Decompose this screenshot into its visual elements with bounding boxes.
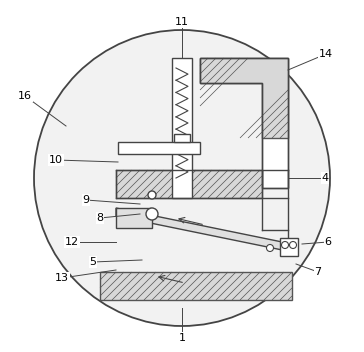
Text: 12: 12 — [65, 237, 79, 247]
Circle shape — [266, 245, 273, 251]
Text: 11: 11 — [175, 17, 189, 27]
Bar — [116, 170, 262, 198]
Circle shape — [281, 241, 289, 249]
Polygon shape — [116, 208, 292, 252]
Circle shape — [146, 208, 158, 220]
Text: 1: 1 — [178, 333, 186, 343]
Text: 16: 16 — [18, 91, 32, 101]
Circle shape — [148, 191, 156, 199]
Text: 9: 9 — [82, 195, 90, 205]
Bar — [174, 134, 190, 142]
Bar — [118, 142, 200, 154]
Text: 8: 8 — [96, 213, 104, 223]
Text: 7: 7 — [314, 267, 321, 277]
Text: 10: 10 — [49, 155, 63, 165]
Polygon shape — [200, 58, 288, 138]
Bar — [100, 272, 292, 300]
Text: 13: 13 — [55, 273, 69, 283]
Text: 4: 4 — [321, 173, 329, 183]
Text: 14: 14 — [319, 49, 333, 59]
Polygon shape — [116, 208, 152, 228]
Polygon shape — [200, 58, 288, 188]
Circle shape — [34, 30, 330, 326]
Circle shape — [289, 241, 297, 249]
Text: 6: 6 — [324, 237, 332, 247]
Bar — [172, 58, 192, 198]
Text: 5: 5 — [90, 257, 96, 267]
Bar — [280, 238, 298, 256]
